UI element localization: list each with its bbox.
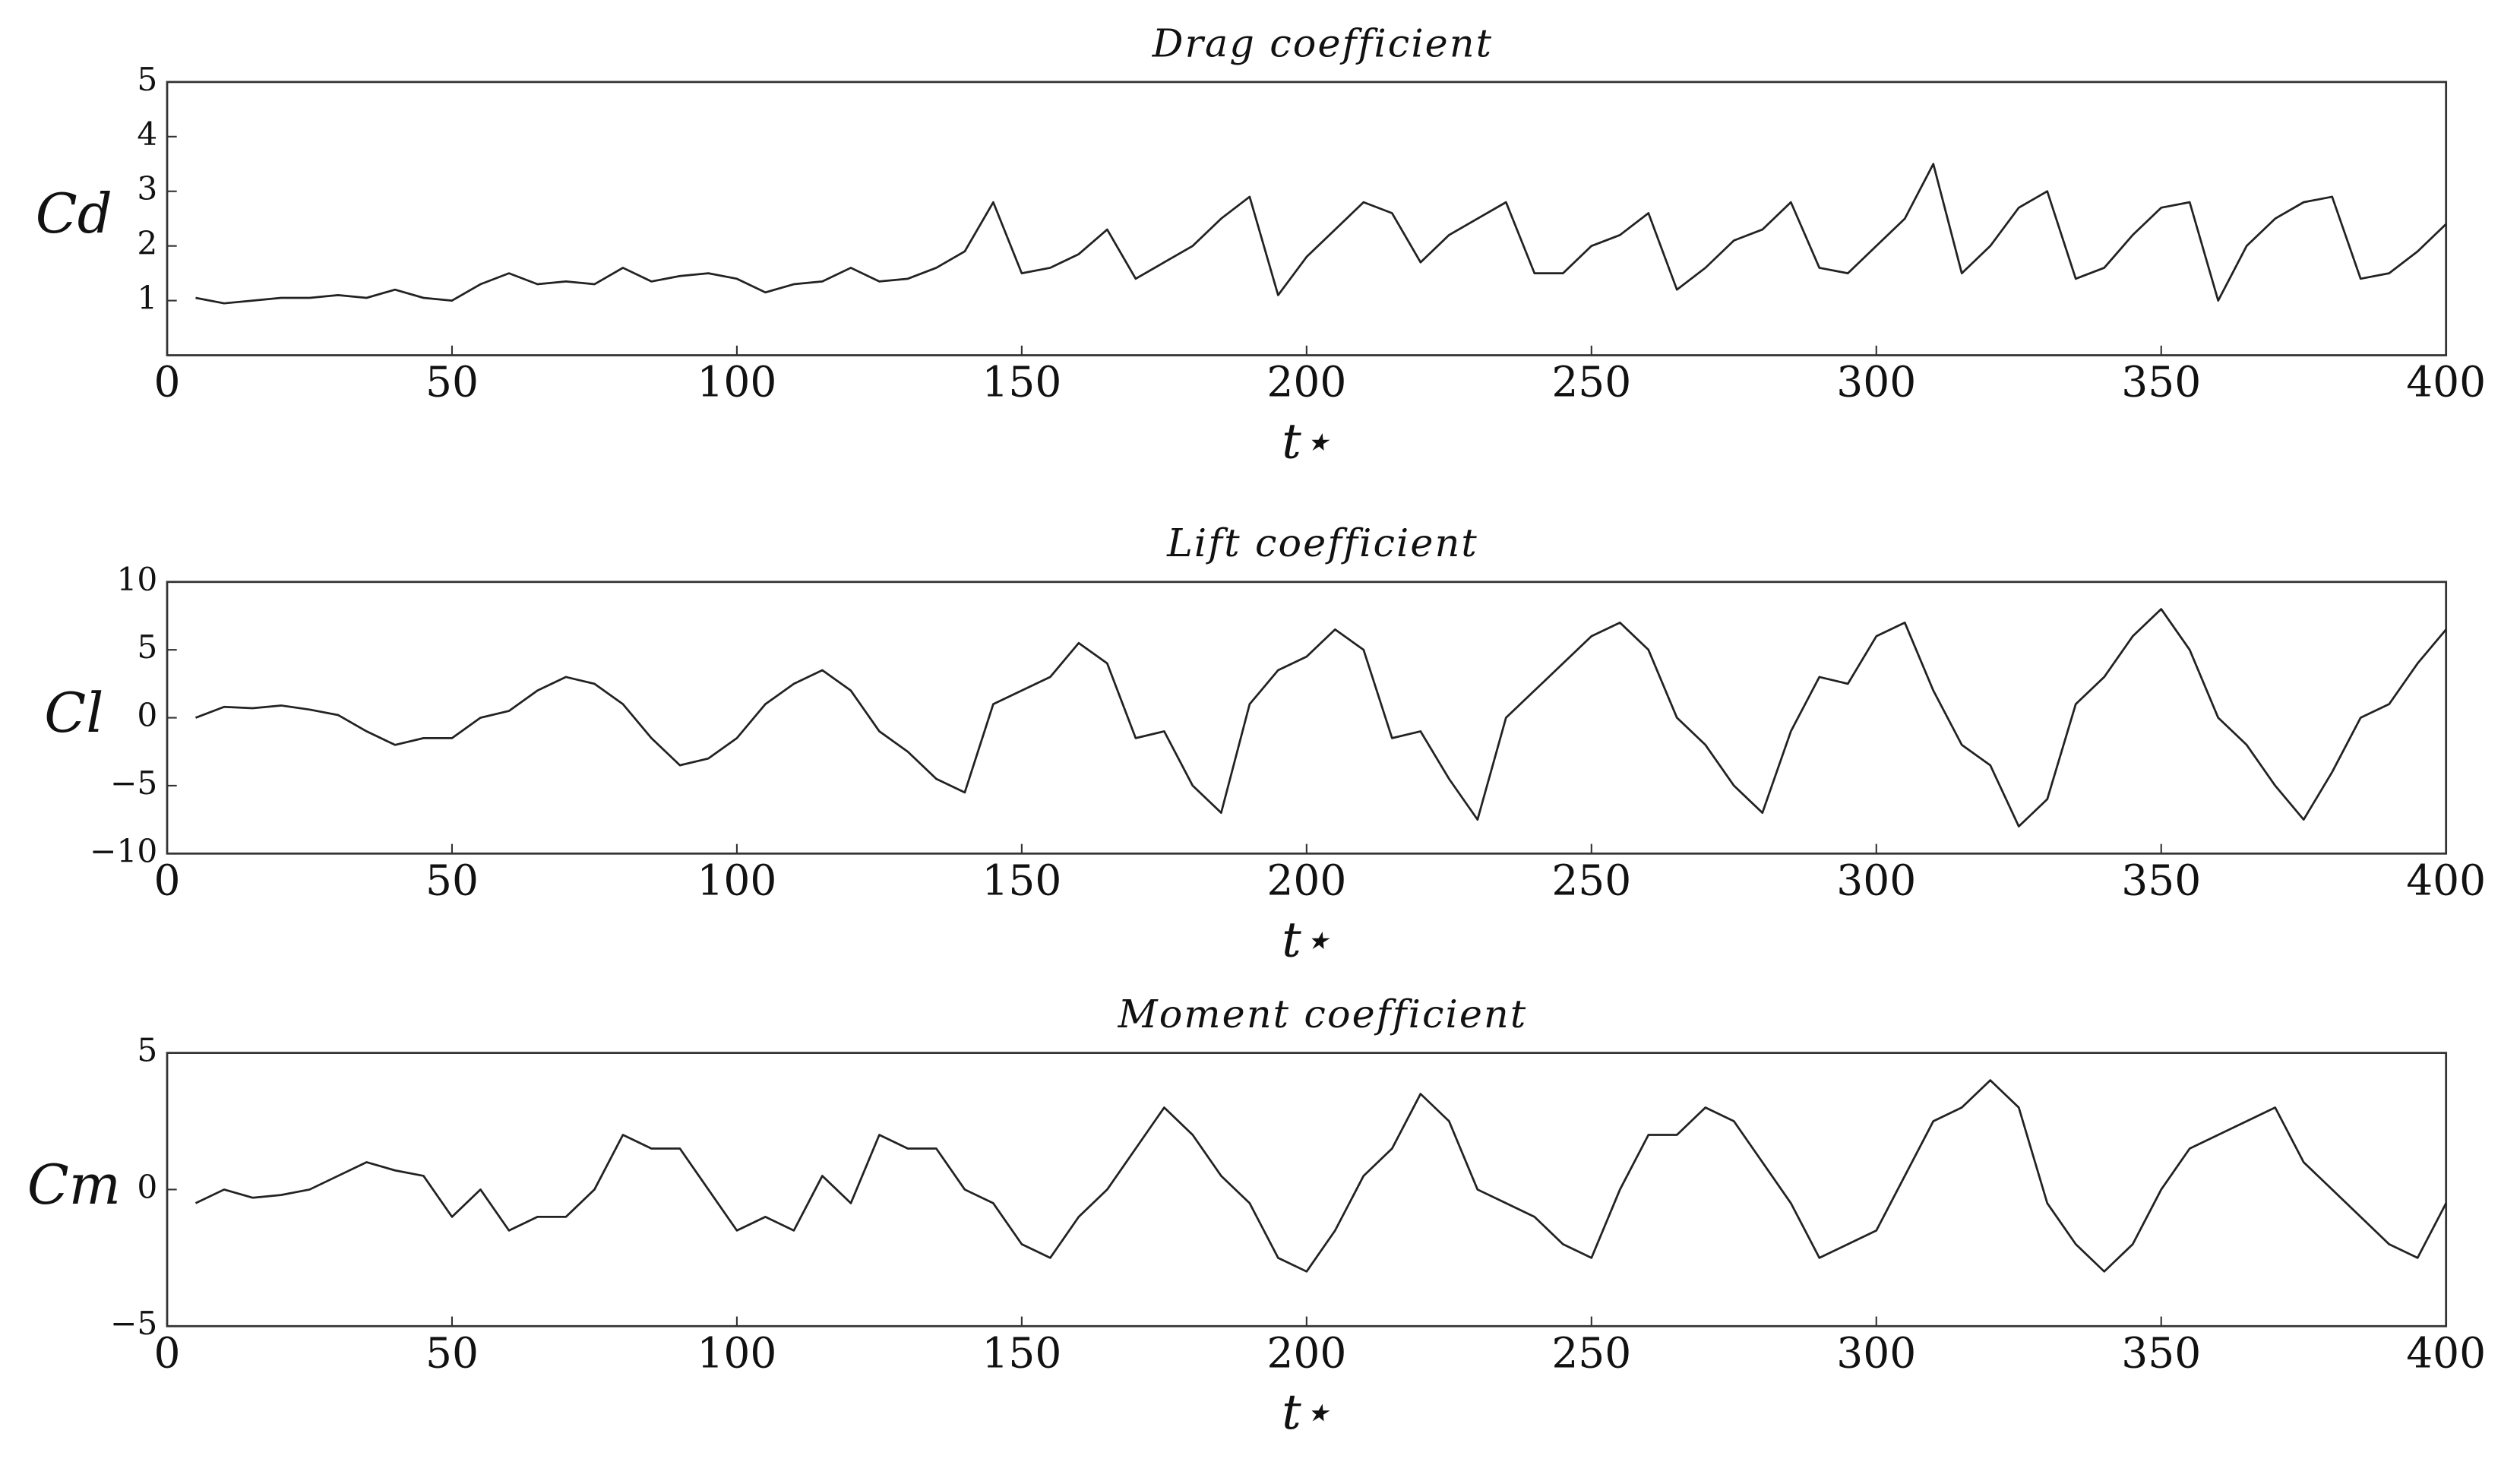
x-tick-label: 100 [697, 358, 776, 407]
x-tick-label: 0 [154, 856, 181, 904]
y-axis-label: Cm [27, 1153, 121, 1217]
x-tick-label: 350 [2121, 358, 2201, 407]
plot-frame [166, 81, 2448, 356]
plot-frame [166, 581, 2448, 855]
x-tick-label: 400 [2406, 358, 2486, 407]
x-tick-label: 400 [2406, 856, 2486, 904]
y-tick-label: −10 [90, 832, 157, 869]
data-line [195, 163, 2447, 305]
x-tick-label: 150 [982, 358, 1061, 407]
x-tick-label: 250 [1551, 358, 1631, 407]
x-tick-label: 350 [2121, 856, 2201, 904]
x-tick-label: 50 [425, 1328, 479, 1377]
x-tick-label: 50 [425, 856, 479, 904]
x-tick-label: 100 [697, 1328, 776, 1377]
y-tick-label: 5 [137, 61, 157, 98]
x-tick-label: 300 [1836, 358, 1916, 407]
x-tick-label: 400 [2406, 1328, 2486, 1377]
y-tick-label: −5 [110, 764, 157, 802]
y-tick-label: 10 [116, 561, 157, 598]
y-tick-label: 4 [137, 116, 157, 153]
x-tick-label: 250 [1551, 856, 1631, 904]
y-tick-label: 0 [137, 697, 157, 734]
x-tick-label: 300 [1836, 856, 1916, 904]
y-tick-label: 2 [137, 225, 157, 262]
plot-frame [166, 1052, 2448, 1328]
x-tick-label: 150 [982, 856, 1061, 904]
y-tick-label: 5 [137, 628, 157, 666]
x-tick-label: 250 [1551, 1328, 1631, 1377]
chart-title: Moment coefficient [1118, 992, 1528, 1036]
y-tick-label: 0 [137, 1168, 157, 1205]
x-axis-label: t⋆ [1282, 911, 1331, 967]
data-line [194, 1079, 2447, 1273]
y-tick-label: 1 [137, 280, 157, 317]
x-tick-label: 300 [1836, 1328, 1916, 1377]
x-axis-label: t⋆ [1282, 1384, 1331, 1440]
chart-title: Lift coefficient [1166, 521, 1478, 565]
x-tick-label: 0 [154, 1328, 181, 1377]
data-line [195, 608, 2447, 828]
x-tick-label: 350 [2121, 1328, 2201, 1377]
y-tick-label: 5 [137, 1032, 157, 1069]
x-tick-label: 100 [697, 856, 776, 904]
x-tick-label: 50 [425, 358, 479, 407]
y-tick-label: −5 [110, 1305, 157, 1342]
y-axis-label: Cd [36, 182, 112, 245]
x-tick-label: 200 [1266, 1328, 1346, 1377]
x-axis-label: t⋆ [1282, 413, 1331, 469]
x-tick-label: 200 [1266, 358, 1346, 407]
x-tick-label: 150 [982, 1328, 1061, 1377]
chart-title: Drag coefficient [1152, 21, 1493, 65]
y-tick-label: 3 [137, 170, 157, 207]
x-tick-label: 200 [1266, 856, 1346, 904]
x-tick-label: 0 [154, 358, 181, 407]
y-axis-label: Cl [44, 681, 103, 745]
